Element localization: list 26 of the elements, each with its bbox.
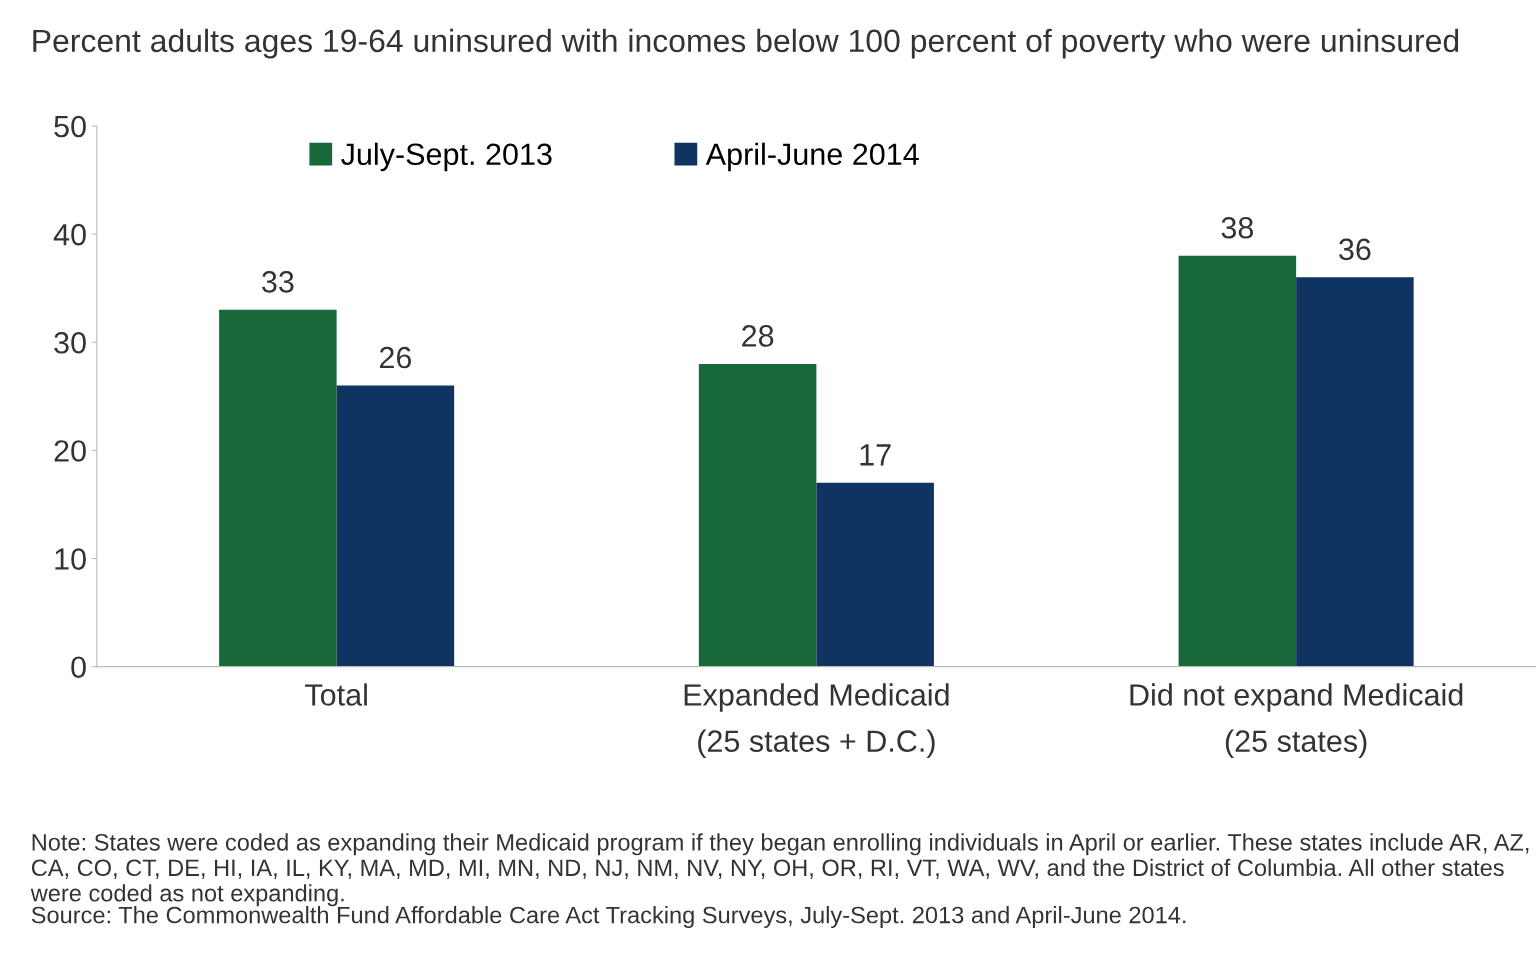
x-tick-label: Total [305, 683, 367, 706]
x-tick-label: Expanded Medicaid (25 states + D.C.) [684, 683, 949, 759]
data-label: 26 [379, 346, 412, 369]
legend-label: July-Sept. 2013 [341, 142, 552, 172]
data-label: 38 [1221, 216, 1254, 239]
y-tick-label: 40 [53, 223, 86, 246]
bar [698, 363, 817, 667]
data-label: 36 [1339, 238, 1371, 261]
bar [1296, 277, 1414, 667]
chart-title: Percent adults ages 19-64 uninsured with incomes below 100 percent of poverty who were uninsured [33, 28, 1459, 59]
y-tick-label: 10 [55, 548, 86, 570]
text: Note: States were coded as expanding their Medicaid program if they began enrolling individuals in April or earlier. These states include AR, AZ, CA, CO, CT, DE, HI, IA, IL, KY, MA, MD, MI, MN, ND, NJ, NM, NV, NY, OH, OR, RI, VT, WA, WV, and the District of Columbia. All other states were coded as not expanding. [30, 833, 1529, 907]
data-label: 28 [742, 325, 774, 347]
y-tick-label: 20 [54, 440, 86, 462]
bar [219, 309, 337, 667]
y-tick-label: 30 [54, 331, 86, 354]
data-label: 17 [860, 444, 891, 466]
bar [336, 385, 455, 667]
x-tick-label: Did not expand Medicaid (25 states) [1130, 683, 1463, 759]
bar [1178, 255, 1297, 667]
legend-label: April-June 2014 [705, 142, 919, 172]
bar [816, 482, 934, 667]
source-note: Source: The Commonwealth Fund Affordable Care Act Tracking Surveys, July-Sept. 2013 and April-June 2014. [31, 906, 1186, 929]
data-label: 33 [262, 271, 294, 293]
y-tick-label: 0 [71, 656, 86, 679]
y-tick-label: 50 [54, 115, 86, 138]
